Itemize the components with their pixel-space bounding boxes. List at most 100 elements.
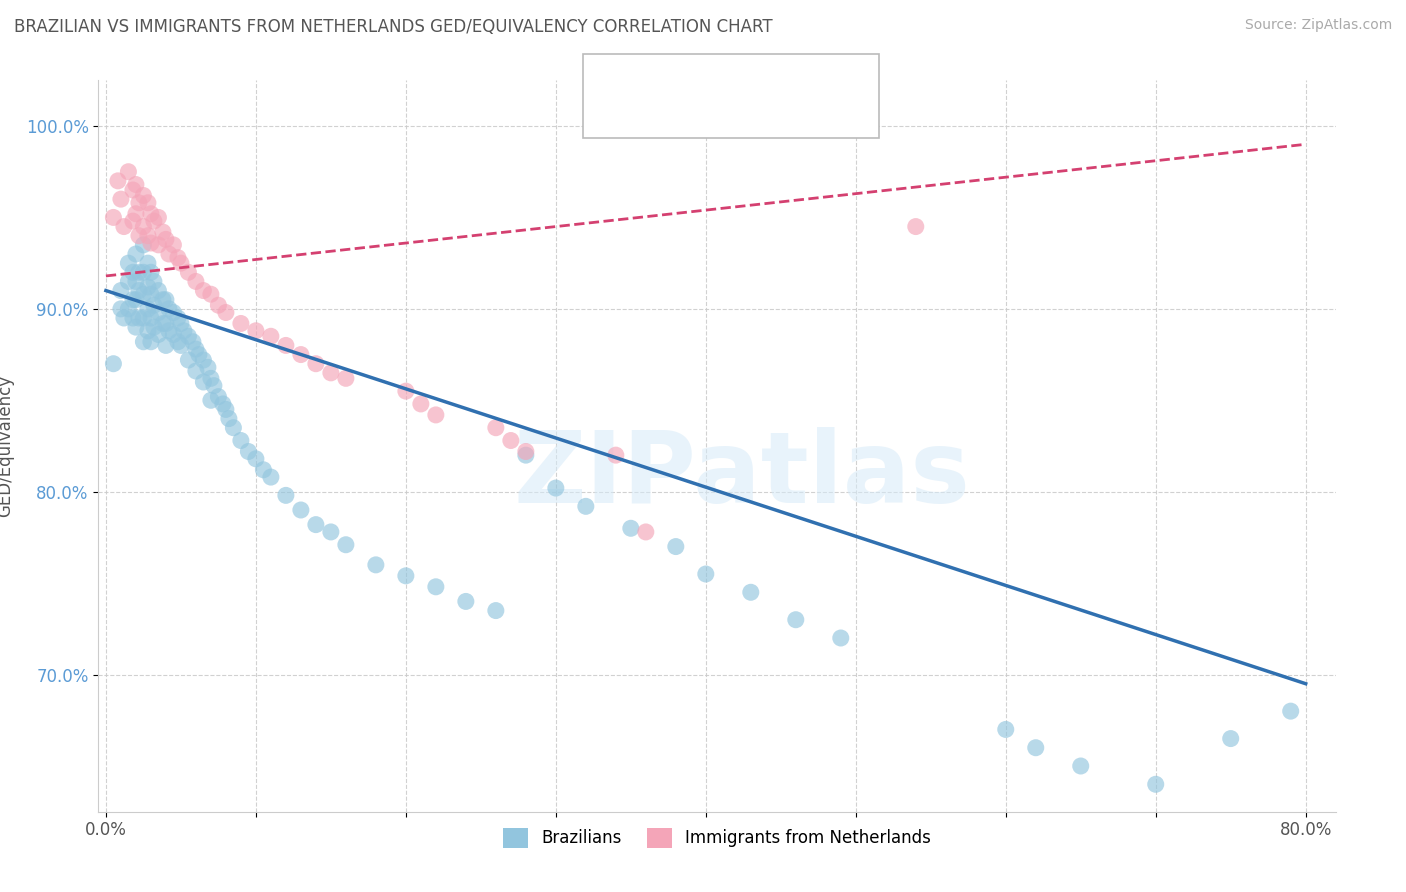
Point [155, 293, 177, 307]
Point [395, 384, 418, 399]
Point [128, 310, 150, 325]
Point [485, 604, 508, 618]
Text: R = -0.333   N = 97: R = -0.333 N = 97 [634, 68, 797, 86]
Point [229, 317, 252, 331]
Text: BRAZILIAN VS IMMIGRANTS FROM NETHERLANDS GED/EQUIVALENCY CORRELATION CHART: BRAZILIAN VS IMMIGRANTS FROM NETHERLANDS… [14, 18, 773, 36]
Point [148, 237, 170, 252]
Point [107, 174, 129, 188]
Point [136, 195, 159, 210]
Point [148, 305, 170, 319]
Point [305, 357, 328, 371]
Point [395, 569, 418, 583]
Point [485, 420, 508, 434]
Point [177, 265, 200, 279]
Point [184, 274, 207, 288]
Point [142, 298, 165, 312]
Point [187, 347, 209, 362]
Point [218, 411, 240, 425]
Point [157, 301, 180, 316]
Point [575, 500, 598, 514]
Point [335, 371, 357, 385]
Point [1070, 759, 1092, 773]
Point [207, 390, 229, 404]
Point [181, 334, 204, 349]
Point [319, 366, 342, 380]
Point [167, 310, 190, 325]
Point [155, 317, 177, 331]
Point [193, 375, 215, 389]
Point [148, 211, 170, 225]
Point [167, 334, 190, 349]
Point [139, 287, 162, 301]
Point [200, 371, 222, 385]
Point [139, 207, 162, 221]
Point [157, 324, 180, 338]
Point [238, 444, 260, 458]
Point [136, 256, 159, 270]
Point [110, 192, 132, 206]
Point [212, 397, 235, 411]
Text: ZIPatlas: ZIPatlas [513, 426, 970, 524]
Point [132, 237, 155, 252]
Point [112, 219, 135, 234]
Point [1144, 777, 1167, 791]
Point [245, 324, 267, 338]
Point [193, 284, 215, 298]
Point [170, 256, 193, 270]
Point [994, 723, 1017, 737]
Point [128, 265, 150, 279]
Point [290, 347, 312, 362]
Point [148, 284, 170, 298]
Point [605, 448, 627, 462]
Point [785, 613, 807, 627]
Point [128, 228, 150, 243]
Point [128, 195, 150, 210]
Point [152, 293, 174, 307]
Point [132, 287, 155, 301]
Point [170, 317, 193, 331]
Point [117, 301, 139, 316]
Point [425, 408, 447, 422]
Point [122, 183, 145, 197]
Point [260, 470, 283, 484]
Point [136, 280, 159, 294]
Point [157, 247, 180, 261]
Point [125, 320, 148, 334]
Point [103, 211, 125, 225]
Legend: Brazilians, Immigrants from Netherlands: Brazilians, Immigrants from Netherlands [496, 821, 938, 855]
Point [200, 393, 222, 408]
Point [117, 256, 139, 270]
Point [740, 585, 762, 599]
Point [125, 247, 148, 261]
Point [177, 329, 200, 343]
Point [695, 567, 717, 582]
Point [425, 580, 447, 594]
Point [409, 397, 432, 411]
Point [162, 305, 184, 319]
Point [904, 219, 927, 234]
Point [132, 334, 155, 349]
FancyBboxPatch shape [583, 54, 879, 138]
Point [1219, 731, 1241, 746]
Point [139, 265, 162, 279]
Point [1279, 704, 1302, 718]
Point [152, 317, 174, 331]
Point [136, 228, 159, 243]
Text: R =  0.094   N = 49: R = 0.094 N = 49 [634, 106, 796, 124]
Point [117, 164, 139, 178]
Point [142, 274, 165, 288]
Point [499, 434, 522, 448]
Point [207, 298, 229, 312]
Point [197, 360, 219, 375]
Point [665, 540, 688, 554]
Point [142, 320, 165, 334]
Point [319, 524, 342, 539]
Point [454, 594, 477, 608]
Point [122, 214, 145, 228]
FancyBboxPatch shape [592, 62, 621, 91]
Point [148, 327, 170, 342]
Point [544, 481, 567, 495]
Point [136, 324, 159, 338]
Point [132, 265, 155, 279]
Point [1025, 740, 1047, 755]
